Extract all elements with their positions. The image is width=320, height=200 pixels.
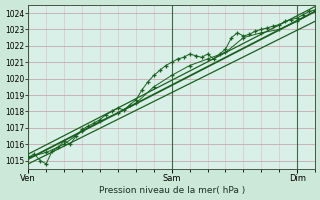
X-axis label: Pression niveau de la mer( hPa ): Pression niveau de la mer( hPa ) (99, 186, 245, 195)
